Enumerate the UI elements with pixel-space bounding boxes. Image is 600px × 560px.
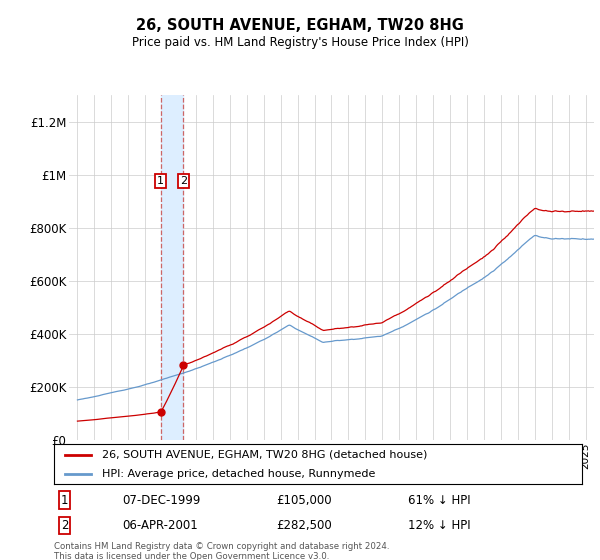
Text: 26, SOUTH AVENUE, EGHAM, TW20 8HG: 26, SOUTH AVENUE, EGHAM, TW20 8HG [136, 18, 464, 33]
Text: 2: 2 [61, 519, 68, 533]
Text: 06-APR-2001: 06-APR-2001 [122, 519, 199, 533]
Text: HPI: Average price, detached house, Runnymede: HPI: Average price, detached house, Runn… [101, 469, 375, 478]
Text: Contains HM Land Registry data © Crown copyright and database right 2024.
This d: Contains HM Land Registry data © Crown c… [54, 542, 389, 560]
Text: Price paid vs. HM Land Registry's House Price Index (HPI): Price paid vs. HM Land Registry's House … [131, 36, 469, 49]
Text: 12% ↓ HPI: 12% ↓ HPI [408, 519, 470, 533]
Bar [161, 95, 184, 440]
Text: 07-DEC-1999: 07-DEC-1999 [122, 493, 201, 507]
Text: 1: 1 [61, 493, 68, 507]
Text: 61% ↓ HPI: 61% ↓ HPI [408, 493, 470, 507]
Text: 2: 2 [180, 176, 187, 186]
Text: 26, SOUTH AVENUE, EGHAM, TW20 8HG (detached house): 26, SOUTH AVENUE, EGHAM, TW20 8HG (detac… [101, 450, 427, 460]
Text: £282,500: £282,500 [276, 519, 332, 533]
Text: £105,000: £105,000 [276, 493, 331, 507]
Text: 1: 1 [157, 176, 164, 186]
